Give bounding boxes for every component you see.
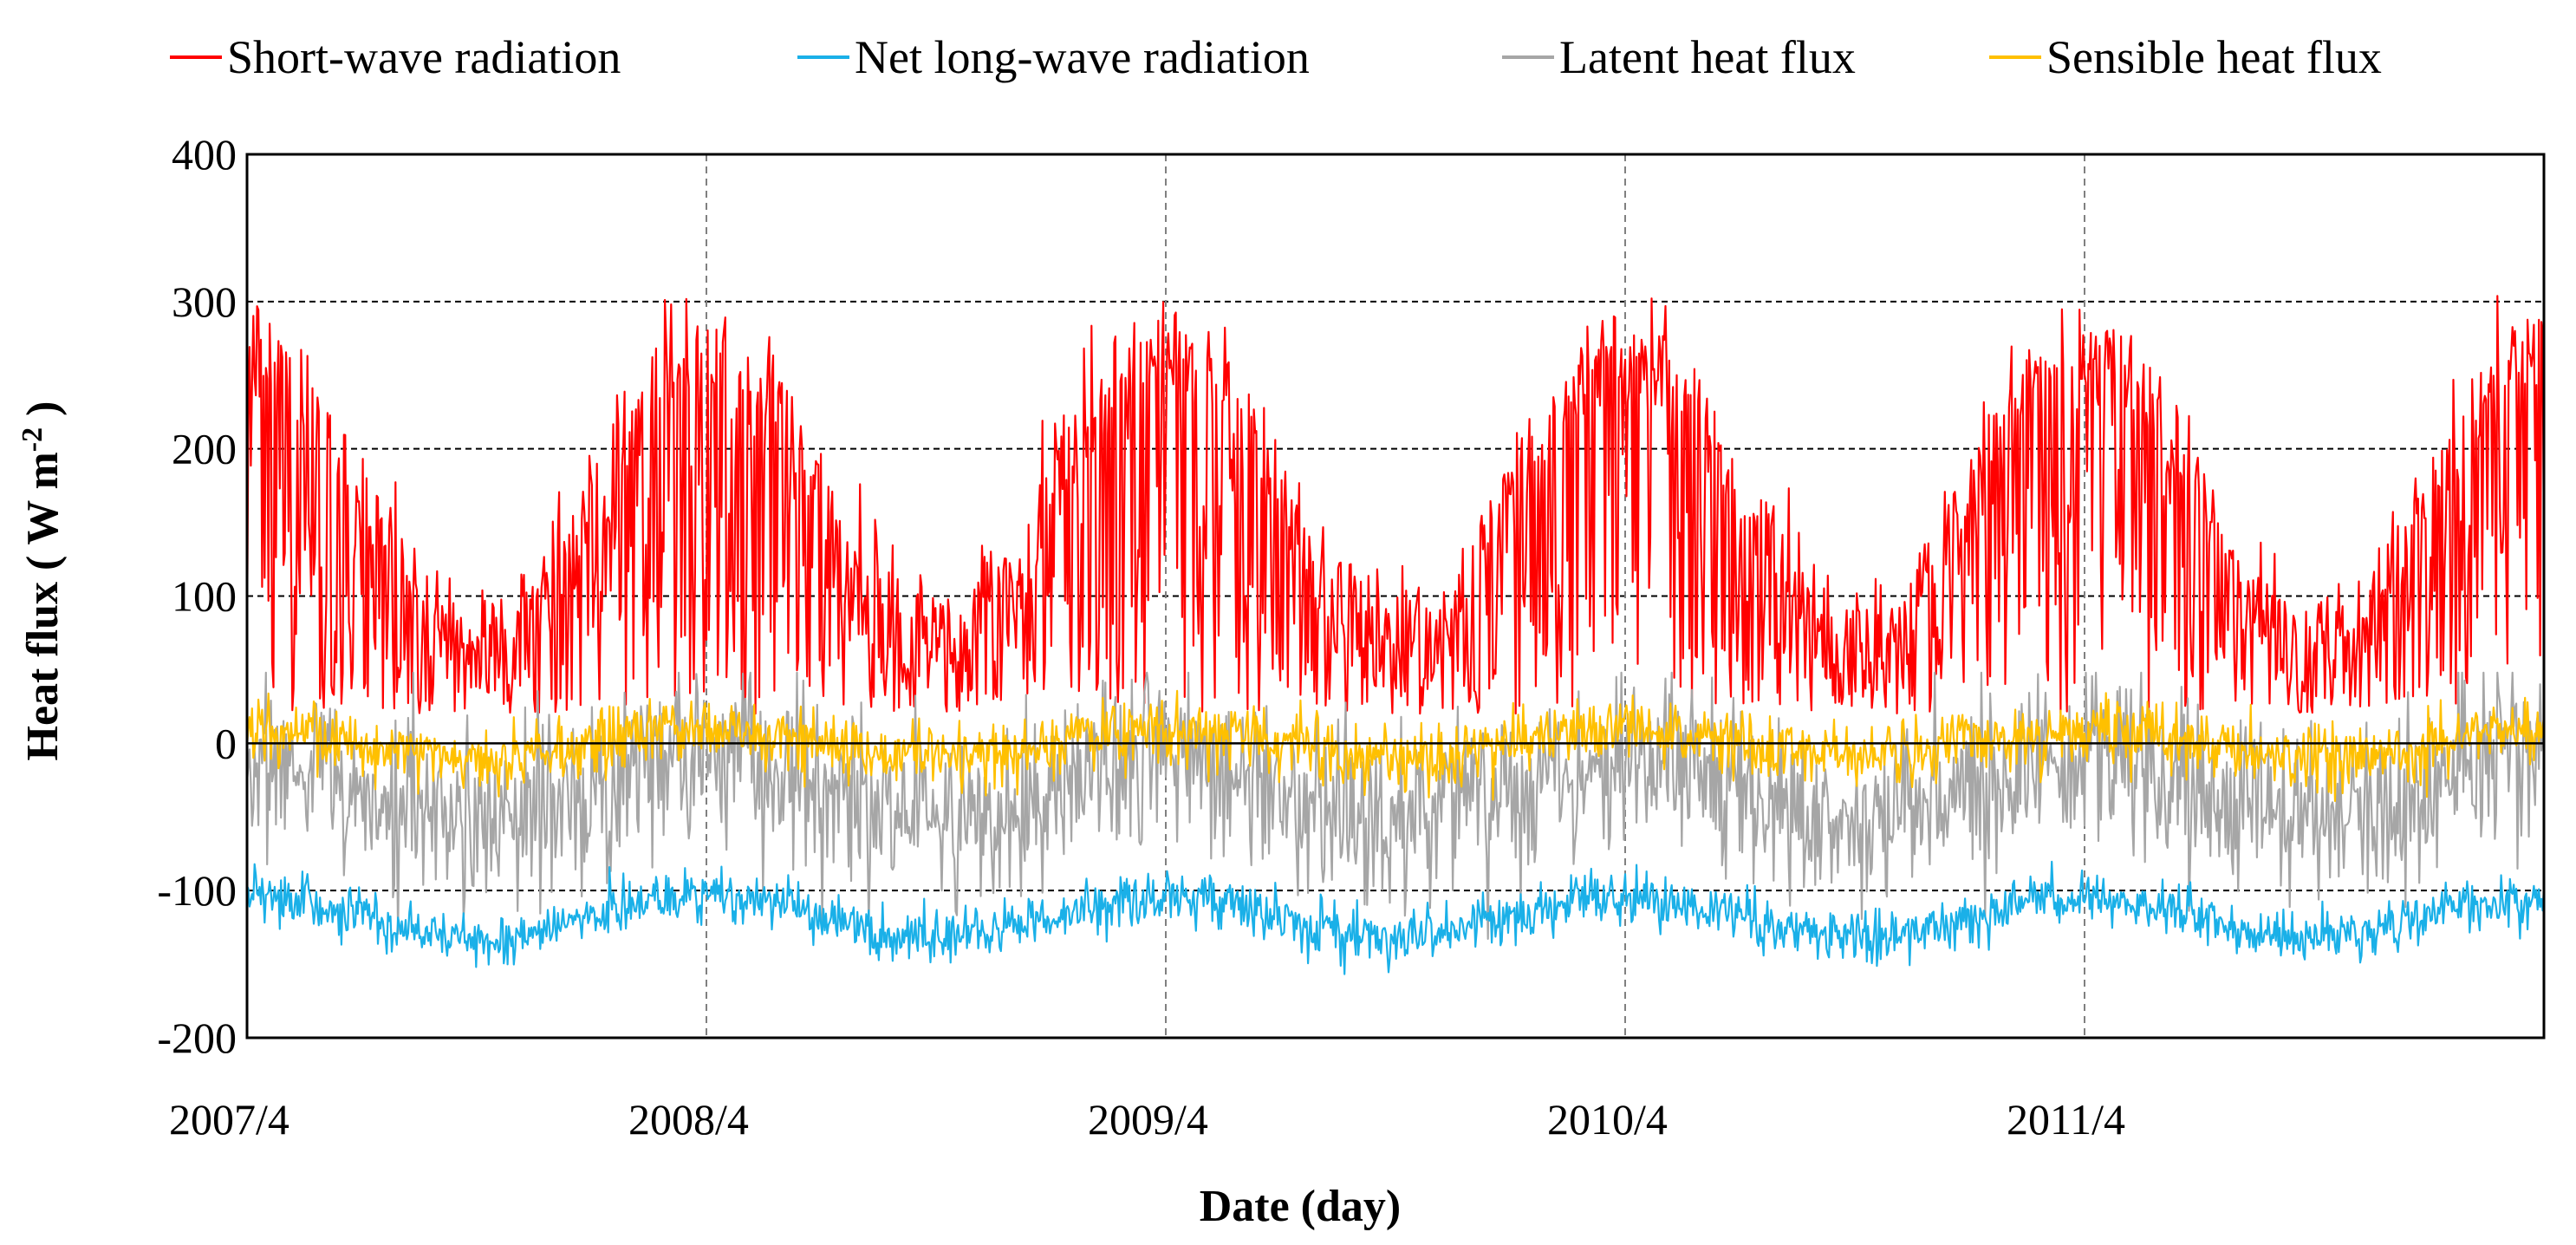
legend-label-sensible-heat: Sensible heat flux (2046, 31, 2382, 83)
series-line-short-wave-radiation (245, 295, 2546, 715)
x-tick-label: 2007/4 (169, 1095, 289, 1144)
legend-item-short-wave: Short-wave radiation (170, 31, 621, 83)
y-tick-label: -100 (157, 866, 237, 915)
y-tick-label: 0 (215, 719, 237, 767)
x-tick-label: 2010/4 (1547, 1095, 1668, 1144)
legend-label-net-long-wave: Net long-wave radiation (855, 31, 1310, 83)
y-axis-title: Heat flux ( W m-2 ) (16, 401, 68, 761)
legend: Short-wave radiation Net long-wave radia… (170, 31, 2382, 83)
x-tick-label: 2008/4 (628, 1095, 749, 1144)
y-tick-label: 400 (172, 130, 237, 179)
y-axis-title-close: ) (18, 401, 68, 427)
y-axis-ticks: 400 300 200 100 0 -100 -200 (157, 130, 237, 1062)
y-tick-label: 300 (172, 277, 237, 326)
x-axis-ticks: 2007/4 2008/4 2009/4 2010/4 2011/4 (169, 1095, 2125, 1144)
legend-item-sensible-heat: Sensible heat flux (1989, 31, 2382, 83)
plot-frame (245, 153, 2546, 1040)
legend-item-net-long-wave: Net long-wave radiation (797, 31, 1310, 83)
y-tick-label: -200 (157, 1014, 237, 1062)
x-tick-label: 2011/4 (2007, 1095, 2125, 1144)
x-tick-label: 2009/4 (1088, 1095, 1208, 1144)
y-tick-label: 200 (172, 425, 237, 473)
y-tick-label: 100 (172, 572, 237, 621)
legend-item-latent-heat: Latent heat flux (1502, 31, 1856, 83)
series-layer (245, 295, 2546, 975)
series-line-sensible-heat-flux (245, 689, 2546, 803)
y-axis-title-sup: -2 (16, 427, 49, 452)
legend-label-short-wave: Short-wave radiation (227, 31, 621, 83)
y-axis-title-main: Heat flux ( W m (18, 452, 68, 760)
series-line-latent-heat-flux (245, 671, 2546, 941)
series-line-net-long-wave-radiation (246, 860, 2546, 975)
legend-label-latent-heat: Latent heat flux (1559, 31, 1856, 83)
x-axis-title: Date (day) (1200, 1182, 1402, 1231)
